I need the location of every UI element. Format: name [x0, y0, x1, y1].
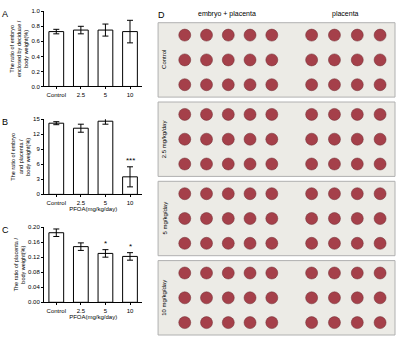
svg-text:The ratio of embryoenclosed by: The ratio of embryoenclosed by deciduae … [9, 20, 29, 77]
svg-text:2.5: 2.5 [77, 92, 86, 98]
svg-text:0.20: 0.20 [28, 224, 40, 230]
svg-text:*: * [129, 242, 132, 251]
svg-text:Control: Control [47, 92, 66, 98]
svg-text:2.5: 2.5 [77, 200, 86, 206]
svg-text:0.00: 0.00 [28, 299, 40, 305]
svg-text:10: 10 [127, 200, 134, 206]
svg-text:0.8: 0.8 [31, 23, 40, 29]
svg-text:15: 15 [33, 116, 40, 122]
svg-text:0.6: 0.6 [31, 38, 40, 44]
svg-text:5: 5 [104, 92, 108, 98]
svg-text:0.16: 0.16 [28, 239, 40, 245]
svg-text:D: D [158, 10, 165, 20]
svg-text:0.2: 0.2 [31, 69, 40, 75]
svg-text:0.12: 0.12 [28, 254, 40, 260]
svg-text:1.0: 1.0 [31, 8, 40, 14]
svg-text:5: 5 [104, 308, 108, 314]
svg-text:2.5: 2.5 [77, 308, 86, 314]
svg-text:3: 3 [36, 176, 40, 182]
svg-text:The ratio of embryoand placent: The ratio of embryoand placenta /body we… [10, 133, 30, 181]
svg-text:embryo + placenta: embryo + placenta [198, 10, 256, 18]
svg-text:***: *** [126, 156, 135, 165]
svg-text:9: 9 [36, 146, 40, 152]
svg-text:PFOA(mg/kg/day): PFOA(mg/kg/day) [69, 314, 117, 320]
svg-text:10: 10 [127, 92, 134, 98]
svg-text:B: B [2, 117, 8, 127]
svg-text:*: * [104, 239, 107, 248]
svg-text:6: 6 [36, 161, 40, 167]
svg-text:0.04: 0.04 [28, 284, 40, 290]
svg-text:12: 12 [33, 131, 40, 137]
svg-text:5 mg/kg/day: 5 mg/kg/day [162, 202, 168, 235]
svg-text:placenta: placenta [332, 10, 359, 18]
svg-text:2.5 mg/kg/day: 2.5 mg/kg/day [161, 121, 167, 159]
svg-text:0: 0 [36, 191, 40, 197]
svg-text:Control: Control [161, 50, 167, 69]
svg-text:Control: Control [47, 200, 66, 206]
svg-text:10: 10 [127, 308, 134, 314]
svg-text:PFOA(mg/kg/day): PFOA(mg/kg/day) [69, 206, 117, 212]
svg-text:0.0: 0.0 [31, 84, 40, 90]
svg-text:0.4: 0.4 [31, 54, 40, 60]
svg-text:A: A [2, 9, 8, 19]
svg-text:Control: Control [47, 308, 66, 314]
svg-text:5: 5 [104, 200, 108, 206]
svg-text:10 mg/kg/day: 10 mg/kg/day [161, 280, 167, 316]
svg-text:The ratio of placenta /body we: The ratio of placenta /body weight(%) [13, 238, 26, 292]
svg-text:0.08: 0.08 [28, 269, 40, 275]
svg-text:C: C [2, 225, 9, 235]
